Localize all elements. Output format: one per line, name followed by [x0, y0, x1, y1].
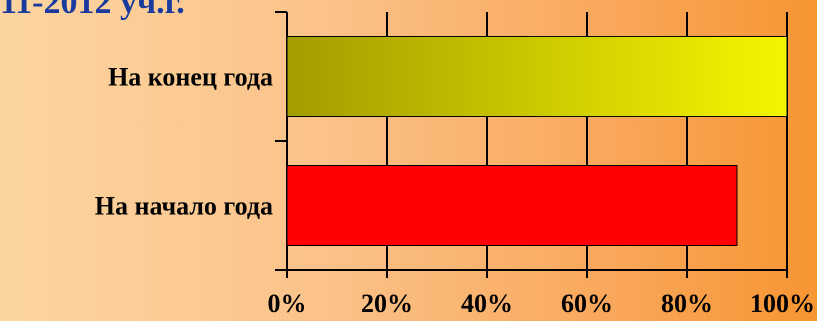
bars: [286, 36, 788, 246]
x-tick-label: 60%: [561, 289, 613, 318]
x-tick-label: 80%: [661, 289, 713, 318]
x-tick-label: 40%: [461, 289, 513, 318]
x-tick-label: 20%: [361, 289, 413, 318]
bar-start-of-year: [286, 165, 738, 246]
category-labels: На конец года На начало года: [95, 63, 273, 221]
x-tick-label: 0%: [268, 289, 307, 318]
category-label: На начало года: [95, 192, 273, 221]
x-tick-labels: 0% 20% 40% 60% 80% 100%: [268, 289, 816, 318]
category-label: На конец года: [108, 63, 273, 92]
x-tick-label: 100%: [750, 289, 815, 318]
bar-end-of-year: [286, 36, 788, 117]
slide-title: 11-2012 уч.г.: [0, 0, 185, 21]
